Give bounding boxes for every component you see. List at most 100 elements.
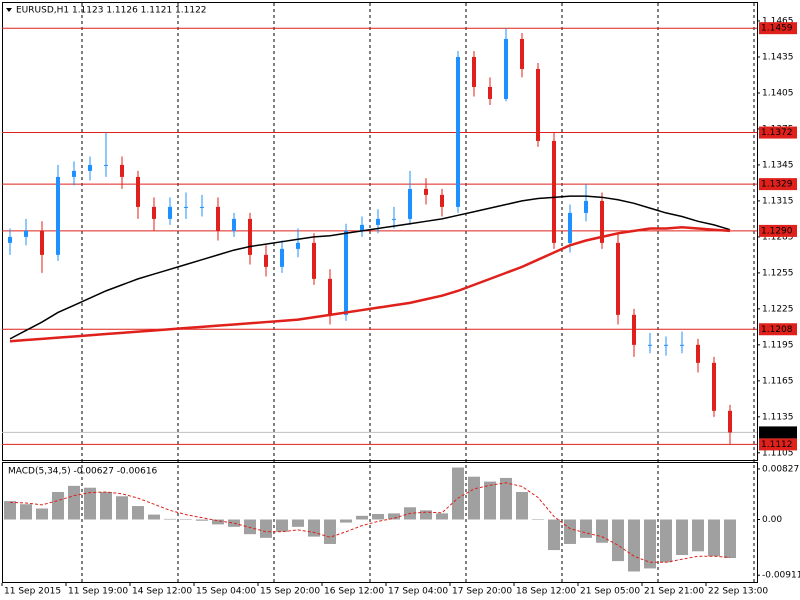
- candle-body: [248, 218, 252, 255]
- candle-body: [328, 278, 332, 315]
- candle-body: [56, 176, 60, 255]
- macd-bar: [132, 506, 144, 520]
- candle-body: [8, 236, 12, 243]
- macd-bar: [564, 519, 576, 544]
- level-label: 1.1208: [761, 325, 793, 335]
- candle-body: [424, 188, 428, 195]
- macd-bar: [708, 519, 720, 557]
- x-tick-label: 17 Sep 20:00: [452, 587, 512, 597]
- candle-body: [680, 344, 684, 346]
- macd-bar: [612, 519, 624, 562]
- macd-bar: [532, 519, 544, 521]
- x-tick-label: 21 Sep 05:00: [580, 587, 640, 597]
- macd-bar: [116, 496, 128, 520]
- macd-bar: [484, 481, 496, 520]
- candle-body: [120, 164, 124, 177]
- macd-bar: [68, 485, 80, 520]
- candle-body: [72, 170, 76, 177]
- macd-bar: [52, 491, 64, 520]
- level-label: 1.1112: [761, 440, 793, 450]
- x-tick-label: 11 Sep 2015: [4, 587, 61, 597]
- candle-body: [200, 206, 204, 208]
- macd-bar: [420, 510, 432, 520]
- candle-body: [488, 86, 492, 99]
- candle-body: [552, 140, 556, 243]
- candle-body: [504, 38, 508, 99]
- macd-bar: [36, 508, 48, 520]
- candle-body: [264, 254, 268, 267]
- macd-bar: [580, 519, 592, 538]
- candle-body: [88, 164, 92, 171]
- y-tick-label: 1.1255: [762, 268, 794, 278]
- macd-bar: [324, 519, 336, 544]
- macd-bar: [356, 515, 368, 520]
- candle-body: [440, 194, 444, 207]
- candle-body: [24, 230, 28, 237]
- level-label: 1.1459: [761, 24, 793, 34]
- candle-body: [312, 242, 316, 279]
- candle-body: [632, 314, 636, 345]
- macd-header: MACD(5,34,5) -0.00627 -0.00616: [8, 467, 158, 477]
- macd-bar: [452, 467, 464, 520]
- candle-body: [584, 200, 588, 213]
- macd-bar: [308, 519, 320, 537]
- y-tick-label: 1.1405: [762, 88, 794, 98]
- moving-average: [9, 195, 731, 340]
- macd-bar: [516, 491, 528, 520]
- macd-bar: [180, 519, 192, 521]
- candle-body: [104, 164, 108, 166]
- macd-bar: [148, 514, 160, 520]
- macd-bar: [660, 519, 672, 563]
- macd-bar: [692, 519, 704, 552]
- candle-body: [728, 410, 732, 433]
- x-tick-label: 14 Sep 12:00: [132, 587, 192, 597]
- level-label: 1.1329: [761, 180, 793, 190]
- macd-bar: [644, 519, 656, 569]
- candle-body: [392, 218, 396, 220]
- y-tick-label: 0.00: [762, 515, 782, 525]
- macd-bar: [100, 491, 112, 520]
- candle-body: [696, 344, 700, 363]
- candle-body: [456, 56, 460, 207]
- macd-bar: [500, 477, 512, 520]
- macd-bar: [468, 476, 480, 520]
- candle-body: [136, 176, 140, 207]
- macd-bar: [388, 513, 400, 520]
- candle-body: [408, 188, 412, 219]
- macd-bar: [228, 519, 240, 527]
- level-label-box: [759, 126, 797, 139]
- macd-bar: [340, 519, 352, 523]
- y-tick-label: -0.00911: [762, 571, 800, 581]
- y-tick-label: 1.1195: [762, 340, 794, 350]
- macd-bar: [676, 519, 688, 555]
- macd-bar: [212, 519, 224, 525]
- candle-body: [712, 362, 716, 411]
- y-tick-label: 1.1165: [762, 376, 794, 386]
- macd-bar: [196, 519, 208, 521]
- macd-bar: [372, 514, 384, 520]
- candle-body: [280, 248, 284, 267]
- y-tick-label: 1.1465: [762, 16, 794, 26]
- symbol-header: EURUSD,H1 1.1123 1.1126 1.1121 1.1122: [16, 6, 207, 16]
- candle-body: [360, 224, 364, 231]
- macd-bar: [20, 504, 32, 520]
- level-label-box: [759, 22, 797, 35]
- candle-body: [472, 56, 476, 87]
- y-tick-label: 1.1225: [762, 304, 794, 314]
- level-label-box: [759, 224, 797, 237]
- x-tick-label: 17 Sep 04:00: [388, 587, 448, 597]
- candle-body: [536, 68, 540, 141]
- y-tick-label: 1.1345: [762, 160, 794, 170]
- x-tick-label: 15 Sep 20:00: [260, 587, 320, 597]
- candle-body: [152, 206, 156, 219]
- candle-body: [168, 206, 172, 219]
- candle-body: [216, 206, 220, 231]
- x-tick-label: 18 Sep 12:00: [516, 587, 576, 597]
- macd-frame: [2, 462, 758, 583]
- x-tick-label: 11 Sep 19:00: [68, 587, 128, 597]
- y-tick-label: 1.1435: [762, 52, 794, 62]
- menu-arrow[interactable]: [6, 8, 12, 12]
- macd-bar: [84, 487, 96, 520]
- macd-bar: [164, 518, 176, 520]
